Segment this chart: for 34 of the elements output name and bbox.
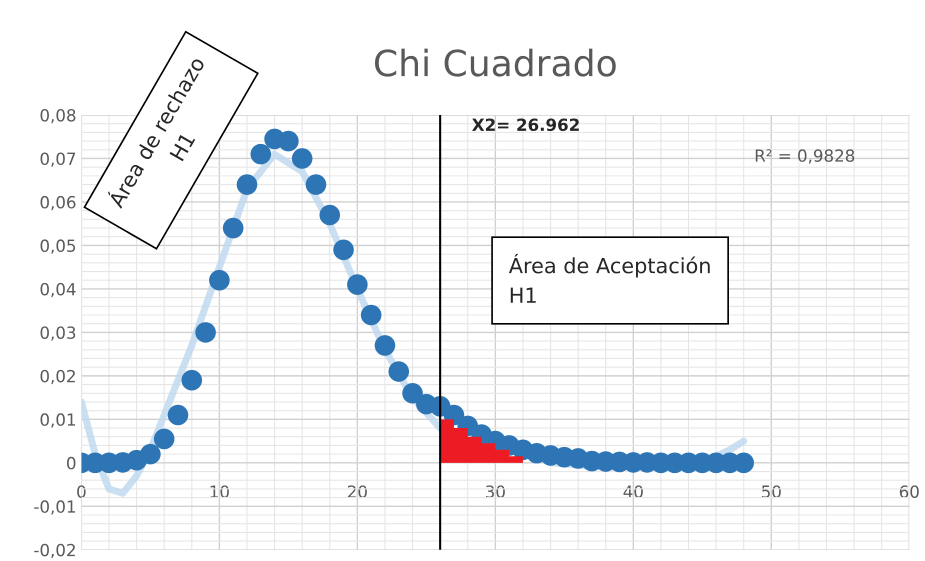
- point: [181, 370, 202, 391]
- y-tick-label: 0,01: [40, 413, 75, 428]
- point: [402, 382, 423, 404]
- point: [360, 304, 382, 326]
- y-tick-label: 0,03: [40, 326, 76, 341]
- annotation: Área de Aceptación H1: [508, 254, 710, 303]
- point: [347, 274, 368, 295]
- y-tick-label: 0,07: [40, 152, 76, 167]
- y-tick-label: 0,08: [40, 108, 76, 124]
- point: [292, 148, 312, 169]
- point: [333, 239, 354, 260]
- point: [209, 270, 230, 291]
- annotation: X2= 26.962: [472, 118, 579, 132]
- point: [306, 174, 326, 195]
- y-tick-label: 0,05: [40, 239, 76, 254]
- point: [374, 335, 396, 356]
- y-tick-label: 0,02: [40, 370, 75, 384]
- point: [319, 204, 340, 226]
- point: [195, 322, 216, 343]
- chart-title: Chi Cuadrado: [374, 48, 616, 77]
- point: [168, 404, 188, 426]
- y-tick-label: 0,06: [40, 196, 76, 210]
- y-tick-label: 0,04: [40, 282, 76, 298]
- y-tick-label: 0: [67, 456, 76, 470]
- point: [388, 361, 410, 382]
- point: [278, 130, 299, 152]
- point: [250, 144, 272, 164]
- point: [154, 428, 174, 450]
- annotation: R² = 0,9828: [756, 149, 854, 164]
- y-tick-label: -0,02: [34, 544, 75, 558]
- point: [236, 174, 258, 195]
- point: [140, 444, 161, 464]
- point: [222, 218, 244, 238]
- y-tick-label: -0,01: [34, 500, 75, 515]
